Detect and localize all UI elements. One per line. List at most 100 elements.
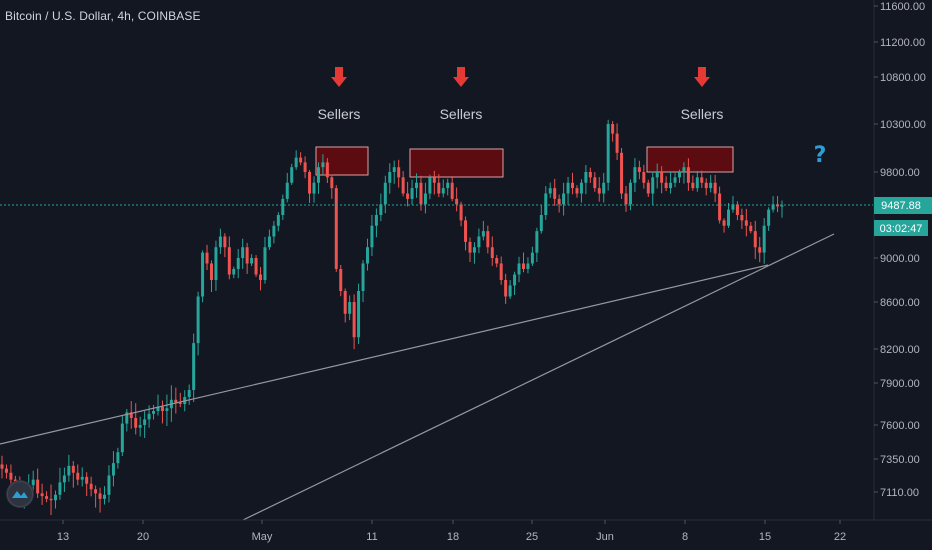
candle-body: [481, 231, 485, 237]
candle-body: [731, 204, 735, 210]
time-axis[interactable]: 13 20 May 11 18 25 Jun 8 15 22: [0, 519, 932, 550]
time-tick-label: 15: [759, 531, 771, 543]
candle-body: [98, 493, 102, 499]
candle-body: [31, 479, 35, 486]
candle-body: [620, 152, 624, 194]
lower-trendline[interactable]: [0, 264, 769, 445]
candle-body: [276, 215, 280, 226]
price-axis[interactable]: 11600.00 11200.00 10800.00 10300.00 9800.00 9…: [873, 0, 932, 520]
candle-body: [437, 182, 441, 194]
candle-body: [308, 172, 312, 194]
time-axis-bg: [0, 520, 932, 550]
candle-body: [383, 182, 387, 205]
candle-body: [294, 157, 298, 168]
price-tick-label: 11200.00: [880, 37, 925, 49]
down-arrow-icon: [331, 67, 347, 87]
candle-body: [53, 494, 57, 501]
candle-body: [352, 302, 356, 338]
candle-body: [0, 464, 4, 469]
candle-body: [370, 225, 374, 248]
candle-body: [499, 263, 503, 280]
candle-body: [89, 483, 93, 490]
candle-body: [165, 408, 169, 411]
candle-body: [267, 236, 271, 248]
candle-body: [713, 182, 717, 194]
trendlines: [0, 233, 835, 521]
seller-zones: [315, 146, 734, 178]
candle-body: [388, 172, 392, 183]
candle-body: [272, 225, 276, 237]
candle-body: [116, 452, 120, 464]
candle-body: [579, 182, 583, 194]
candle-body: [428, 177, 432, 194]
candle-body: [178, 402, 182, 404]
candle-body: [147, 413, 151, 420]
candle-body: [250, 258, 254, 264]
candle-body: [468, 241, 472, 253]
candle-body: [406, 193, 410, 199]
candle-body: [365, 247, 369, 264]
candle-body: [4, 468, 8, 473]
candle-body: [677, 172, 681, 178]
candle-body: [548, 188, 552, 194]
candle-body: [174, 399, 178, 403]
candle-body: [120, 423, 124, 453]
time-tick-label: Jun: [596, 531, 614, 543]
candle-body: [290, 167, 294, 183]
candle-body: [285, 182, 289, 199]
candle-body: [401, 177, 405, 194]
candle-body: [94, 489, 98, 494]
candle-body: [187, 390, 191, 397]
candle-body: [553, 188, 557, 199]
sellers-label: Sellers: [318, 106, 361, 122]
candle-body: [76, 472, 80, 480]
upper-trendline[interactable]: [242, 233, 835, 521]
candle-body: [771, 204, 775, 210]
candle-body: [602, 182, 606, 194]
candle-body: [49, 498, 53, 501]
candle-body: [455, 198, 459, 205]
candle-body: [686, 167, 690, 183]
candle-body: [138, 425, 142, 428]
annotations: Sellers Sellers Sellers?: [318, 67, 826, 168]
down-arrow-icon: [694, 67, 710, 87]
price-tick-label: 9000.00: [880, 253, 920, 265]
sellers-label: Sellers: [440, 106, 483, 122]
candle-body: [58, 482, 62, 495]
price-tick-label: 7900.00: [880, 378, 920, 390]
candle-body: [740, 215, 744, 221]
candle-body: [415, 182, 419, 189]
candle-body: [107, 475, 111, 495]
candle-body: [254, 258, 258, 275]
candle-body: [321, 162, 325, 168]
candle-body: [125, 412, 129, 424]
candle-body: [673, 177, 677, 183]
tradingview-logo-icon[interactable]: [6, 480, 34, 508]
candle-body: [611, 124, 615, 134]
candle-body: [80, 476, 84, 480]
candle-body: [539, 215, 543, 232]
candle-body: [325, 162, 329, 178]
time-tick-label: 25: [526, 531, 538, 543]
candle-body: [557, 198, 561, 205]
time-tick-label: 22: [834, 531, 846, 543]
candle-body: [397, 167, 401, 178]
candle-body: [223, 236, 227, 248]
candle-body: [334, 188, 338, 269]
time-tick-label: 8: [682, 531, 688, 543]
candle-body: [637, 167, 641, 172]
candle-body: [767, 209, 771, 226]
candle-body: [419, 182, 423, 205]
time-tick-label: 20: [137, 531, 149, 543]
price-tick-label: 11600.00: [880, 1, 925, 13]
candle-body: [513, 274, 517, 286]
candle-body: [646, 182, 650, 194]
candle-body: [36, 479, 40, 494]
candle-body: [218, 236, 222, 248]
candle-body: [71, 465, 75, 473]
candle-body: [299, 157, 303, 163]
candle-body: [718, 193, 722, 221]
seller-zone-1: [315, 146, 369, 176]
